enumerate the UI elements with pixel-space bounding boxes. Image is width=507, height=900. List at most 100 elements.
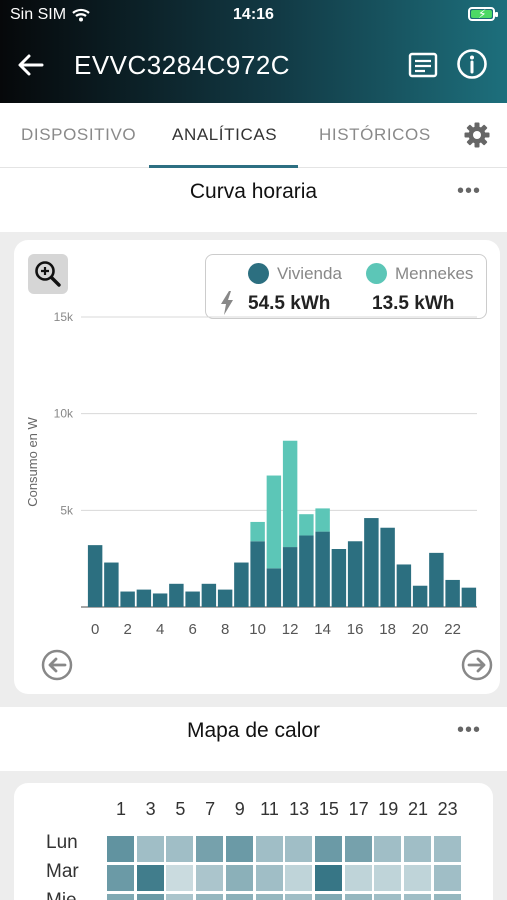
bar-vivienda (169, 583, 184, 607)
heatmap-cell[interactable] (166, 836, 194, 862)
heatmap-x-label: 5 (175, 799, 186, 819)
status-bar: Sin SIM 14:16 ⚡ (0, 5, 507, 25)
notes-icon[interactable] (408, 50, 438, 80)
heatmap-x-label: 1 (115, 799, 126, 819)
heatmap-cell[interactable] (404, 865, 431, 891)
heatmap-cell[interactable] (196, 894, 224, 900)
x-tick-label: 6 (188, 621, 196, 638)
heatmap-cell[interactable] (374, 894, 402, 900)
heatmap-cell[interactable] (136, 865, 164, 891)
heatmap-cell[interactable] (166, 894, 194, 900)
back-arrow-icon[interactable] (14, 48, 48, 82)
hourly-title: Curva horaria (189, 180, 318, 203)
heatmap-cell[interactable] (433, 894, 461, 900)
next-arrow-icon[interactable] (461, 649, 493, 681)
heatmap-x-label: 3 (145, 799, 156, 819)
heatmap-y-label: Lun (46, 832, 78, 853)
bar-vivienda (136, 589, 152, 607)
hourly-more-button[interactable]: ••• (456, 180, 481, 202)
heatmap-cell[interactable] (314, 836, 342, 862)
heatmap-y-label: Mie (46, 890, 77, 900)
bar-vivienda (87, 545, 103, 607)
heatmap-cell[interactable] (196, 836, 224, 862)
heatmap-cell[interactable] (136, 836, 164, 862)
zoom-button[interactable] (28, 254, 68, 294)
legend-mennekes[interactable]: Mennekes (366, 263, 473, 284)
tab-dispositivo[interactable]: DISPOSITIVO (21, 125, 137, 144)
bar-vivienda (380, 527, 395, 607)
top-bar: Sin SIM 14:16 ⚡ EVVC3284C972C (0, 0, 507, 103)
bolt-icon (221, 291, 233, 315)
heatmap-cell[interactable] (225, 894, 253, 900)
status-time: 14:16 (233, 6, 274, 23)
mennekes-value: 13.5 kWh (372, 293, 455, 314)
heatmap-cell[interactable] (344, 836, 372, 862)
heatmap-cell[interactable] (433, 865, 461, 891)
y-tick-label: 5k (60, 503, 74, 517)
tab-historicos[interactable]: HISTÓRICOS (319, 125, 431, 144)
bar-vivienda (234, 562, 249, 607)
hourly-chart-card: Vivienda Mennekes 54.5 kWh 13.5 kWh 5k 10… (14, 240, 500, 694)
heatmap-cell[interactable] (136, 894, 164, 900)
x-tick-label: 4 (156, 621, 164, 638)
zoom-in-icon (35, 261, 61, 287)
carrier-label: Sin SIM (10, 6, 67, 23)
heatmap-cell[interactable] (285, 865, 313, 891)
heatmap-cell[interactable] (285, 894, 313, 900)
active-tab-indicator (149, 165, 298, 168)
info-icon[interactable] (456, 48, 488, 80)
heatmap-cell[interactable] (107, 865, 134, 891)
heatmap-cell[interactable] (344, 865, 372, 891)
heatmap-cell[interactable] (225, 865, 253, 891)
wifi-icon (72, 8, 90, 22)
heatmap-card: 1357911131517192123LunMarMie (14, 783, 493, 900)
heatmap-cell[interactable] (166, 865, 194, 891)
vivienda-label: Vivienda (277, 263, 342, 283)
previous-arrow-icon[interactable] (41, 649, 73, 681)
bar-vivienda (364, 518, 379, 607)
heatmap-cell[interactable] (433, 836, 461, 862)
y-tick-label: 10k (54, 407, 74, 421)
bar-vivienda (331, 549, 347, 607)
bar-vivienda (461, 587, 477, 607)
heatmap-cell[interactable] (107, 836, 134, 862)
heatmap-x-label: 19 (378, 799, 399, 819)
x-tick-label: 16 (347, 621, 364, 638)
carrier: Sin SIM (10, 6, 90, 24)
bar-mennekes (299, 514, 314, 536)
heatmap-cell[interactable] (255, 836, 283, 862)
heatmap-cell[interactable] (255, 894, 283, 900)
tab-analiticas[interactable]: ANALÍTICAS (172, 125, 278, 144)
heatmap-x-label: 17 (348, 799, 369, 819)
y-axis-label: Consumo en W (25, 416, 40, 506)
y-tick-label: 15k (54, 310, 74, 324)
heatmap-cell[interactable] (344, 894, 372, 900)
x-tick-label: 2 (123, 621, 131, 638)
x-tick-label: 8 (221, 621, 229, 638)
bar-vivienda (217, 589, 233, 607)
bar-vivienda (445, 579, 460, 607)
heatmap-more-button[interactable]: ••• (456, 719, 481, 741)
heatmap-cell[interactable] (285, 836, 313, 862)
battery-icon: ⚡ (468, 7, 498, 21)
heatmap-cell[interactable] (404, 836, 431, 862)
heatmap-section-header: Mapa de calor ••• (0, 707, 507, 771)
heatmap-cell[interactable] (314, 865, 342, 891)
tab-bar: DISPOSITIVO ANALÍTICAS HISTÓRICOS (0, 103, 507, 168)
gear-icon[interactable] (463, 121, 491, 149)
bar-mennekes (266, 475, 282, 569)
heatmap-cell[interactable] (374, 865, 402, 891)
bar-mennekes (315, 508, 330, 532)
x-tick-label: 14 (314, 621, 331, 638)
heatmap-cell[interactable] (225, 836, 253, 862)
heatmap-cell[interactable] (255, 865, 283, 891)
bar-vivienda (152, 593, 168, 607)
x-tick-label: 18 (379, 621, 396, 638)
heatmap-cell[interactable] (196, 865, 224, 891)
heatmap-cell[interactable] (107, 894, 134, 900)
heatmap-cell[interactable] (374, 836, 402, 862)
heatmap-cell[interactable] (404, 894, 431, 900)
heatmap-x-label: 23 (437, 799, 458, 819)
legend-vivienda[interactable]: Vivienda (248, 263, 342, 284)
heatmap-cell[interactable] (314, 894, 342, 900)
